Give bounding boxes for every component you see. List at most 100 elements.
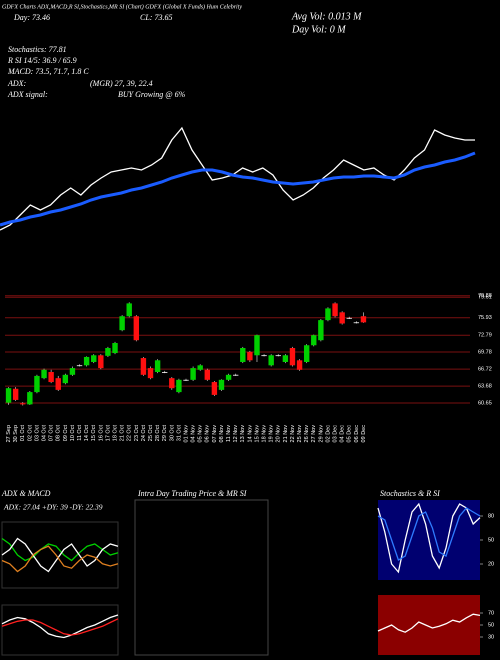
x-tick-label: 14 Nov xyxy=(247,425,253,443)
x-tick-label: 18 Oct xyxy=(112,425,118,442)
x-tick-label: 04 Oct xyxy=(41,425,47,442)
x-tick-label: 07 Nov xyxy=(212,425,218,443)
x-tick-label: 30 Oct xyxy=(169,425,175,442)
y-tick-label: 60.65 xyxy=(478,400,492,406)
candle-body xyxy=(339,312,345,324)
avg-volume: Avg Vol: 0.013 M xyxy=(291,11,362,22)
candle-body xyxy=(154,360,161,373)
candle-body xyxy=(176,379,182,393)
x-tick-label: 02 Dec xyxy=(325,425,331,443)
x-tick-label: 28 Oct xyxy=(155,425,161,442)
x-tick-label: 05 Dec xyxy=(347,425,353,443)
candle-body xyxy=(119,316,125,331)
x-tick-label: 21 Nov xyxy=(283,425,289,443)
candle-body xyxy=(55,378,61,390)
x-tick-label: 02 Oct xyxy=(27,425,33,442)
x-tick-label: 06 Nov xyxy=(205,425,211,443)
y-tick-label: 63.68 xyxy=(478,384,492,390)
x-tick-label: 07 Oct xyxy=(49,425,55,442)
candle-body xyxy=(162,372,168,373)
candle-body xyxy=(169,378,175,389)
candle-body xyxy=(311,335,317,346)
x-tick-label: 16 Oct xyxy=(98,425,104,442)
y-tick-label: 72.79 xyxy=(478,333,492,339)
x-tick-label: 23 Oct xyxy=(134,425,140,442)
candle-body xyxy=(91,355,97,362)
x-tick-label: 12 Nov xyxy=(233,425,239,443)
candle-body xyxy=(261,355,267,357)
candle-body xyxy=(12,388,19,400)
adx-label: ADX: xyxy=(7,79,27,88)
x-tick-label: 18 Nov xyxy=(262,425,268,443)
x-tick-label: 05 Nov xyxy=(198,425,204,443)
close-price: CL: 73.65 xyxy=(140,13,172,22)
x-tick-label: 15 Nov xyxy=(254,425,260,443)
panel-frame xyxy=(1,604,119,656)
series-line xyxy=(1,545,119,573)
candle-body xyxy=(254,335,260,356)
x-tick-label: 27 Sep xyxy=(6,425,12,442)
adx-signal-label: ADX signal: xyxy=(7,90,48,99)
y-tick-label: 66.72 xyxy=(478,367,492,373)
y-tick-label: 30 xyxy=(488,634,494,640)
x-tick-label: 03 Dec xyxy=(333,425,339,443)
candle-body xyxy=(112,343,118,354)
x-tick-label: 04 Nov xyxy=(191,425,197,443)
x-tick-label: 10 Oct xyxy=(70,425,76,442)
series-line xyxy=(1,618,119,636)
x-tick-label: 30 Sep xyxy=(13,425,19,442)
adx-signal: BUY Growing @ 6% xyxy=(118,90,186,99)
panel-frame xyxy=(134,499,269,656)
x-tick-label: 06 Dec xyxy=(354,425,360,443)
candle-body xyxy=(62,374,69,384)
x-tick-label: 24 Oct xyxy=(141,425,147,442)
x-tick-label: 22 Oct xyxy=(127,425,133,442)
candle-body xyxy=(197,365,203,370)
series-line xyxy=(377,613,481,633)
candle-body xyxy=(69,368,76,375)
y-tick-label: 79.61 xyxy=(478,295,492,301)
candle-body xyxy=(353,322,360,324)
panel-title: ADX & MACD xyxy=(1,489,51,498)
panel-title: Stochastics & R SI xyxy=(380,489,440,498)
x-tick-label: 11 Oct xyxy=(77,425,83,441)
candle-body xyxy=(98,355,104,369)
candle-body xyxy=(76,365,83,367)
panel-subtitle: ADX: 27.04 +DY: 39 -DY: 22.39 xyxy=(3,503,103,512)
y-tick-label: 50 xyxy=(488,537,494,543)
y-tick-label: 80 xyxy=(488,513,494,519)
candle-body xyxy=(247,351,253,361)
x-tick-label: 09 Dec xyxy=(361,425,367,443)
candle-body xyxy=(133,316,140,341)
x-tick-label: 08 Nov xyxy=(219,425,225,443)
candle-body xyxy=(360,316,367,323)
candle-body xyxy=(48,372,54,383)
y-tick-label: 70 xyxy=(488,610,494,616)
x-tick-label: 15 Oct xyxy=(91,425,97,442)
rsi-value: R SI 14/5: 36.9 / 65.9 xyxy=(7,56,77,65)
x-tick-label: 04 Dec xyxy=(340,425,346,443)
x-tick-label: 14 Oct xyxy=(84,425,90,442)
y-tick-label: 50 xyxy=(488,622,494,628)
series-line xyxy=(377,507,481,561)
candle-body xyxy=(190,368,196,380)
y-tick-label: 20 xyxy=(488,561,494,567)
candle-body xyxy=(303,345,310,362)
x-tick-label: 09 Oct xyxy=(63,425,69,442)
series-line xyxy=(0,151,476,227)
x-tick-label: 01 Oct xyxy=(20,425,26,442)
x-tick-label: 03 Oct xyxy=(34,425,40,442)
x-tick-label: 26 Nov xyxy=(304,425,310,443)
header-title: GDFX Charts ADX,MACD,R SI,Stochastics,MR… xyxy=(2,3,242,10)
series-line xyxy=(0,126,475,231)
y-tick-label: 75.93 xyxy=(478,315,492,321)
candle-body xyxy=(346,317,352,319)
day-price: Day: 73.46 xyxy=(13,13,50,22)
x-tick-label: 01 Nov xyxy=(183,425,189,443)
candle-body xyxy=(325,308,331,321)
x-tick-label: 29 Oct xyxy=(162,425,168,442)
series-line xyxy=(377,502,481,574)
candle-body xyxy=(5,388,12,403)
